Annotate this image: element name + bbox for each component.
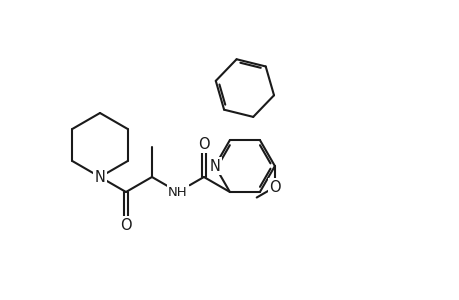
Text: NH: NH — [168, 185, 187, 199]
Text: O: O — [269, 179, 280, 194]
Text: O: O — [120, 218, 132, 232]
Text: N: N — [95, 169, 105, 184]
Text: N: N — [209, 158, 220, 173]
Text: O: O — [198, 136, 209, 152]
